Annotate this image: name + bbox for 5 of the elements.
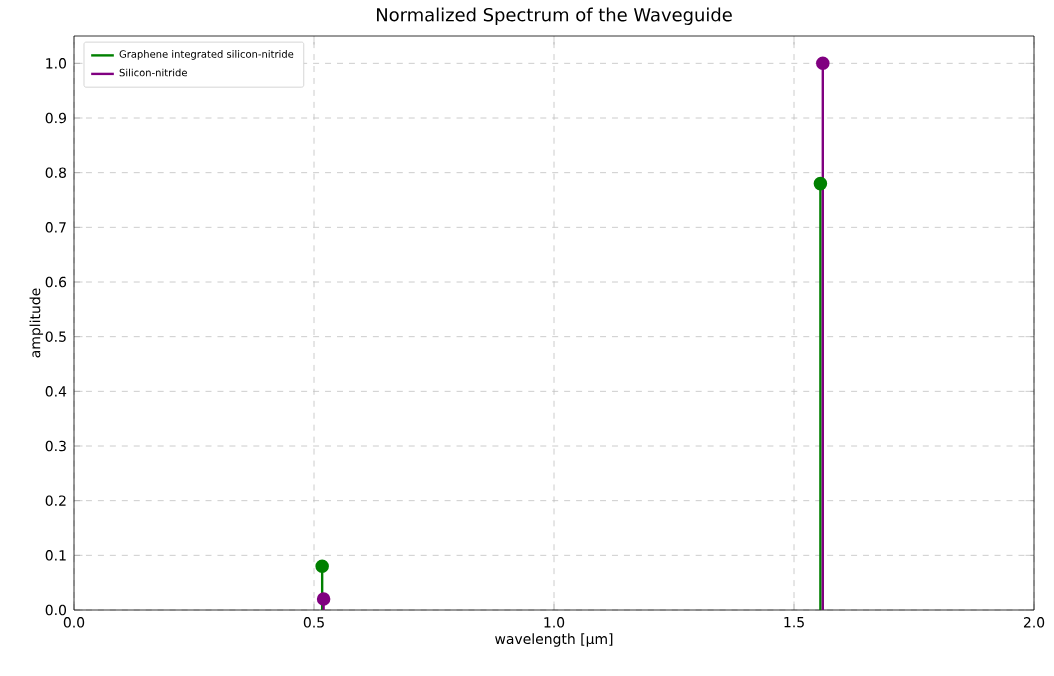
point	[813, 176, 828, 191]
chart-title: Normalized Spectrum of the Waveguide	[377, 7, 732, 25]
point	[816, 56, 830, 71]
point	[315, 559, 329, 574]
point	[316, 592, 331, 606]
